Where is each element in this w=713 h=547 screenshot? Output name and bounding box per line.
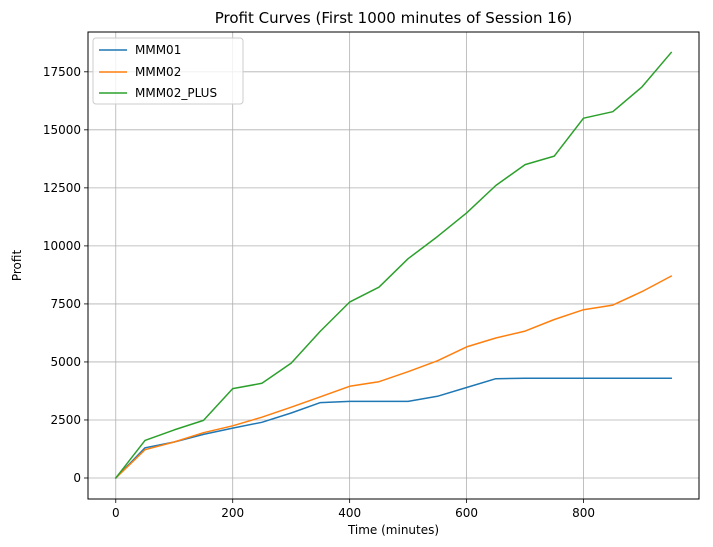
series-line-mmm01 xyxy=(114,377,672,480)
y-tick-label: 15000 xyxy=(43,123,81,137)
y-tick-label: 12500 xyxy=(43,181,81,195)
chart-title: Profit Curves (First 1000 minutes of Ses… xyxy=(215,9,573,27)
legend: MMM01 MMM02 MMM02_PLUS xyxy=(92,37,244,105)
legend-box xyxy=(92,37,244,105)
y-tick-label: 10000 xyxy=(43,239,81,253)
plot-frame xyxy=(87,31,700,500)
legend-label-mmm01: MMM01 xyxy=(135,43,181,57)
series-line-mmm02-plus xyxy=(114,51,673,480)
x-tick-label: 0 xyxy=(112,506,120,520)
x-tick-label: 600 xyxy=(455,506,478,520)
y-tick-label: 0 xyxy=(73,471,81,485)
legend-label-mmm02: MMM02 xyxy=(135,65,181,79)
grid-lines xyxy=(88,32,699,499)
y-axis-label: Profit xyxy=(10,250,24,282)
y-tick-label: 5000 xyxy=(50,355,81,369)
series-lines xyxy=(114,51,673,480)
y-tick-label: 7500 xyxy=(50,297,81,311)
x-tick-label: 200 xyxy=(221,506,244,520)
x-axis-ticks: 0 200 400 600 800 xyxy=(112,499,595,520)
y-tick-label: 2500 xyxy=(50,413,81,427)
x-tick-label: 800 xyxy=(572,506,595,520)
series-line-mmm02 xyxy=(114,275,673,480)
y-axis-ticks: 0 2500 5000 7500 10000 12500 15000 17500 xyxy=(43,65,88,485)
x-axis-label: Time (minutes) xyxy=(347,523,439,537)
y-tick-label: 17500 xyxy=(43,65,81,79)
x-tick-label: 400 xyxy=(338,506,361,520)
legend-label-mmm02-plus: MMM02_PLUS xyxy=(135,86,217,100)
